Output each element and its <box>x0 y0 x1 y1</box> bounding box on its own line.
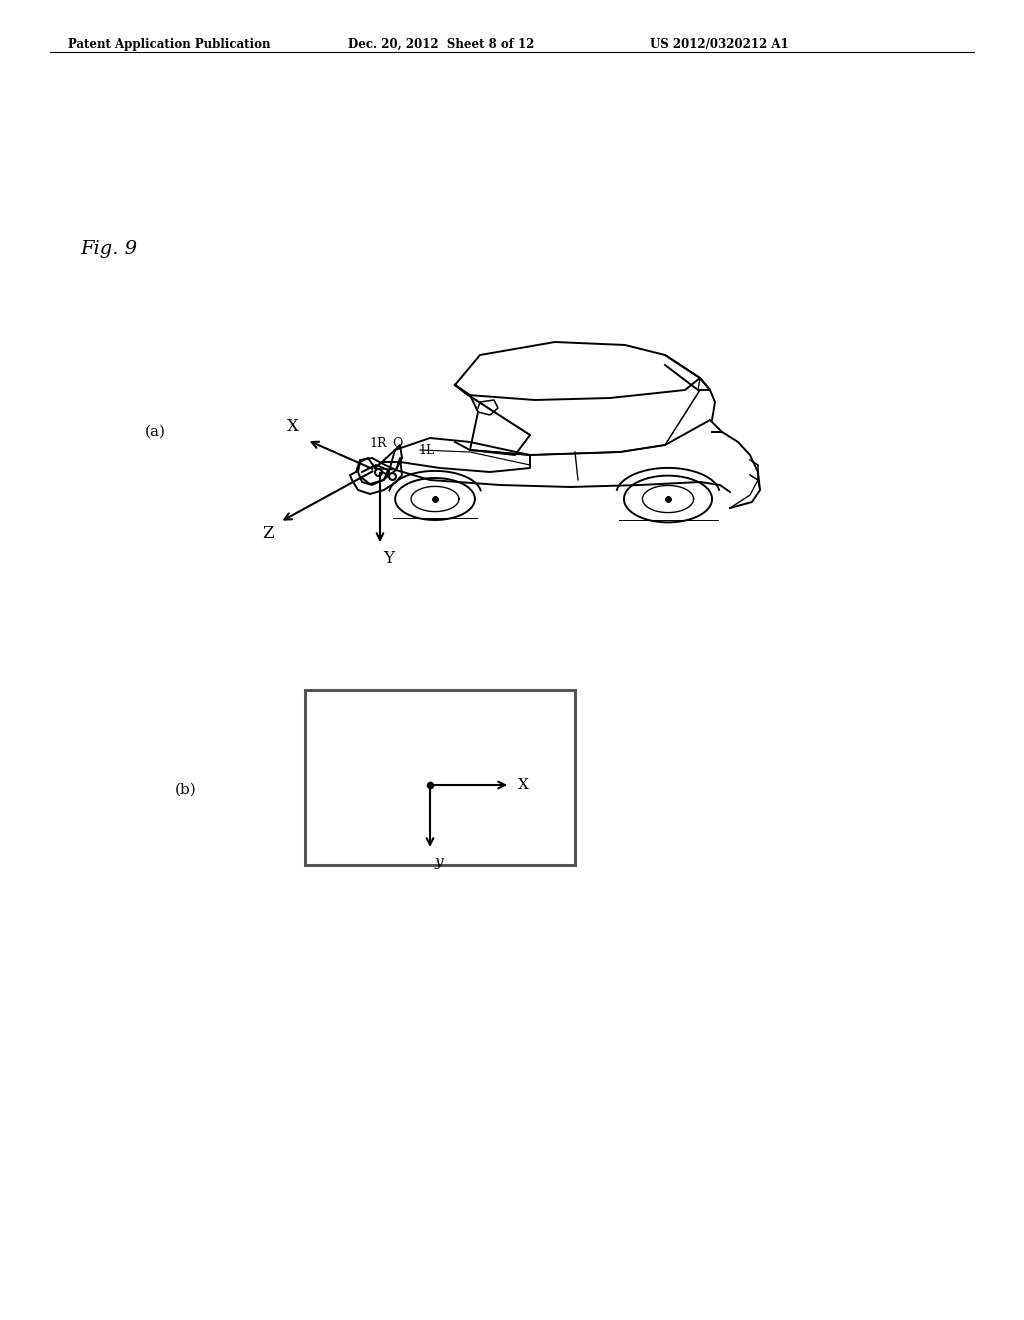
Text: Patent Application Publication: Patent Application Publication <box>68 38 270 51</box>
Text: Fig. 9: Fig. 9 <box>80 240 137 257</box>
Text: X: X <box>518 777 528 792</box>
Text: Dec. 20, 2012  Sheet 8 of 12: Dec. 20, 2012 Sheet 8 of 12 <box>348 38 535 51</box>
Text: (b): (b) <box>175 783 197 797</box>
Bar <box>305 690 575 865</box>
Text: O: O <box>392 437 402 450</box>
Text: 1L: 1L <box>418 444 434 457</box>
Text: Z: Z <box>262 525 274 543</box>
Text: US 2012/0320212 A1: US 2012/0320212 A1 <box>650 38 788 51</box>
Text: X: X <box>287 418 299 436</box>
Text: 1R: 1R <box>370 437 387 450</box>
Text: (a): (a) <box>145 425 166 440</box>
Text: Y: Y <box>383 550 394 568</box>
Text: y: y <box>435 855 443 869</box>
